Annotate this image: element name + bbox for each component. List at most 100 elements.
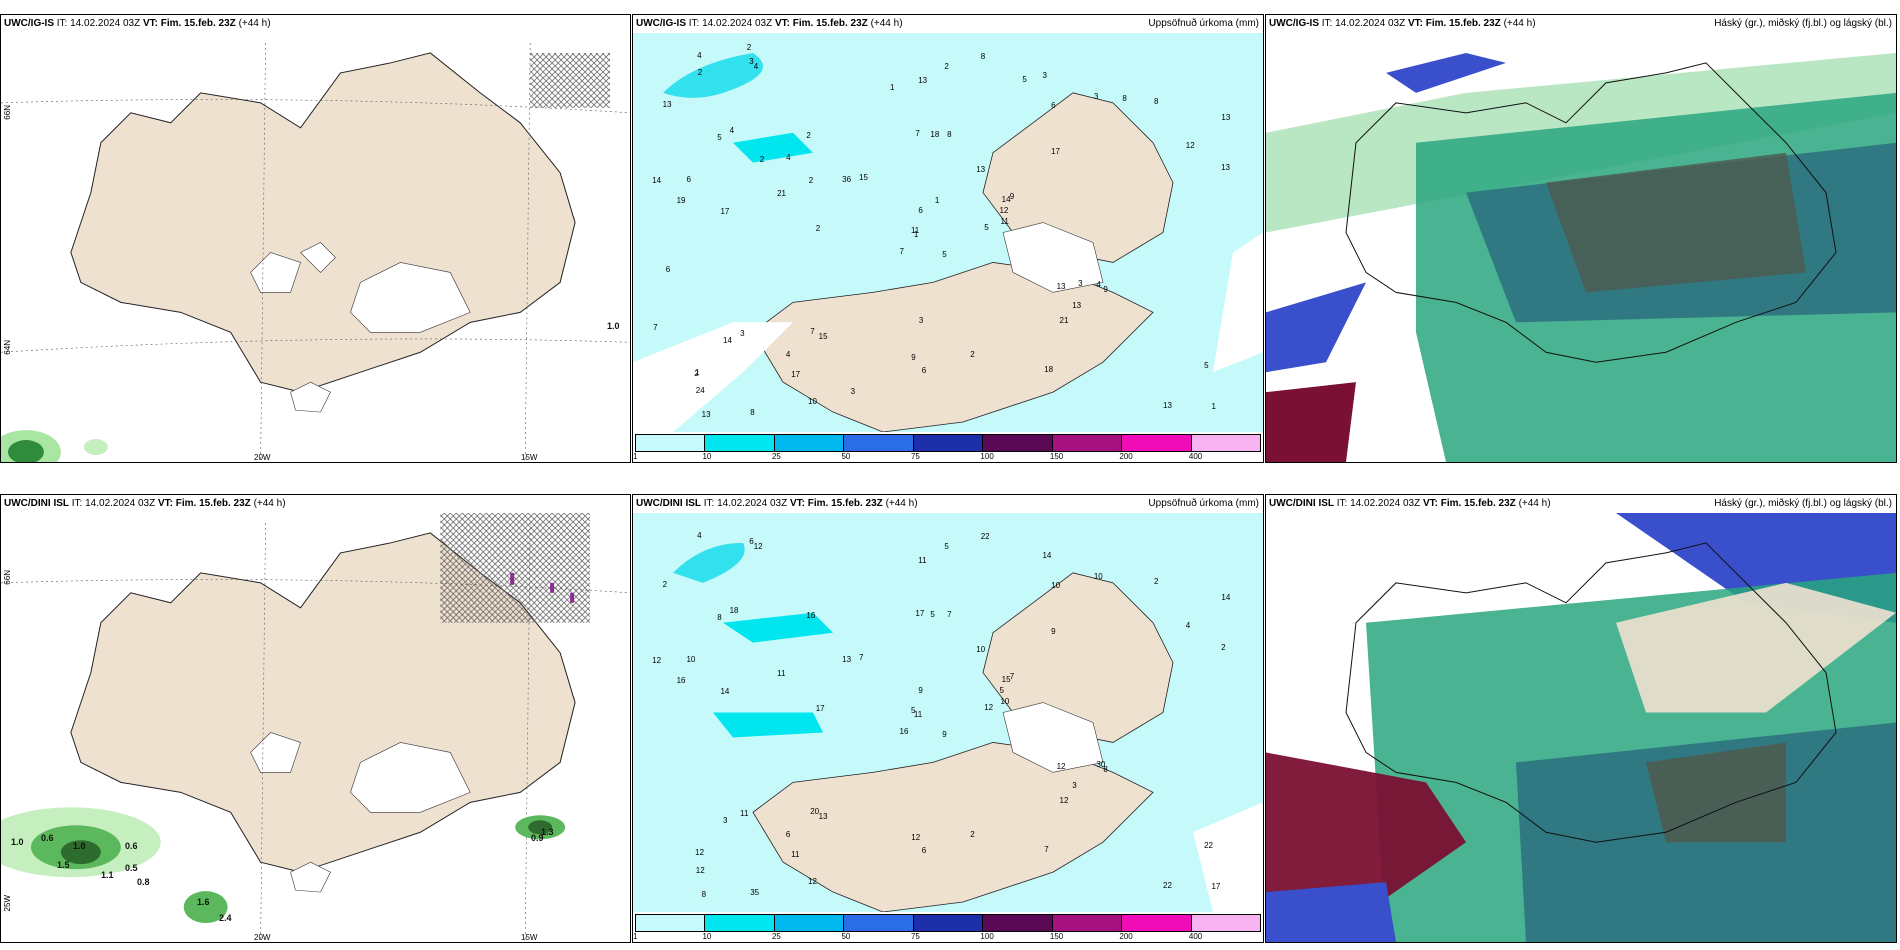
precip-value: 19: [676, 195, 686, 205]
legend-label: 50: [841, 452, 851, 461]
legend-swatch: [983, 435, 1053, 451]
precip-value: 13: [1221, 112, 1231, 122]
precip-value: 17: [791, 370, 801, 380]
precip-value: 1: [695, 368, 700, 378]
precip-value: 5: [984, 223, 989, 233]
wind-value: 1.0: [607, 321, 620, 331]
precip-value: 12: [652, 656, 662, 666]
hatch-area: [440, 513, 591, 623]
precip-band: [733, 132, 813, 163]
precip-value: 13: [842, 655, 852, 665]
legend-swatch: [705, 915, 775, 931]
precip-value: 16: [676, 675, 686, 685]
precip-value: 24: [695, 385, 705, 395]
legend-swatch: [1052, 435, 1123, 451]
dry-area: [1213, 232, 1263, 373]
precip-value: 16: [899, 726, 909, 736]
legend-label: 400: [1188, 932, 1203, 941]
precip-value: 13: [1072, 301, 1082, 311]
precip-value: 7: [810, 326, 815, 336]
precip-value: 8: [750, 407, 755, 417]
legend-label: 400: [1188, 452, 1203, 461]
precip-value: 8: [1153, 96, 1159, 106]
legend-swatch: [774, 435, 845, 451]
precip-value: 2: [808, 175, 814, 185]
panel-header: UWC/IG-IS IT: 14.02.2024 03Z VT: Fim. 15…: [636, 18, 903, 29]
precip-value: 4: [753, 61, 759, 71]
precip-value: 8: [1122, 93, 1127, 103]
legend-swatch: [1191, 435, 1260, 451]
legend-swatch: [636, 915, 706, 931]
precip-value: 11: [918, 556, 927, 566]
cloud-low-blue: [1386, 52, 1506, 93]
legend-swatch: [636, 435, 706, 451]
precip-value: 2: [970, 830, 975, 840]
precip-value: 14: [1042, 551, 1052, 561]
precip-value: 6: [785, 830, 791, 840]
precip-value: 6: [749, 536, 754, 546]
precip-value: 11: [777, 668, 786, 678]
coastline: [1345, 542, 1837, 843]
precip-value: 15: [818, 332, 828, 342]
precip-title: Uppsöfnuð úrkoma (mm): [1148, 18, 1259, 29]
precip-value: 6: [918, 205, 923, 215]
precip-value: 10: [1000, 696, 1010, 706]
legend-swatch: [774, 915, 845, 931]
precip-value: 9: [942, 730, 947, 740]
precip-value: 2: [944, 62, 949, 72]
legend-label: 10: [702, 452, 712, 461]
wind-value: 1.0: [73, 841, 86, 851]
precip-value: 17: [1211, 881, 1221, 891]
wind-map: [1, 33, 630, 462]
wind-value: 0.9: [531, 833, 544, 843]
cloud-low-blue: [1266, 282, 1366, 373]
legend-label: 100: [980, 932, 994, 941]
precip-value: 4: [1185, 620, 1191, 630]
dry-area: [633, 322, 793, 432]
cloud-title: Háský (gr.), miðský (fj.bl.) og lágský (…: [1714, 498, 1892, 509]
land-east: [982, 572, 1174, 743]
legend-label: 50: [841, 932, 851, 941]
precip-value: 7: [859, 652, 864, 662]
panel-header: UWC/DINI ISL IT: 14.02.2024 03Z VT: Fim.…: [1269, 498, 1551, 509]
precip-value: 3: [740, 328, 745, 338]
precip-value: 8: [701, 889, 707, 899]
legend-swatch: [1122, 435, 1192, 451]
legend-label: 150: [1049, 452, 1064, 461]
wind-value: 0.6: [41, 833, 54, 843]
panel-header: UWC/IG-IS IT: 14.02.2024 03Z VT: Fim. 15…: [1269, 18, 1536, 29]
legend-labels: 1 10 25 50 75 100 150 200 400: [633, 452, 1261, 462]
precip-value: 2: [662, 580, 668, 590]
precip-value: 11: [910, 226, 920, 236]
precip-value: 5: [1022, 74, 1027, 84]
precip-value: 9: [911, 353, 916, 363]
legend-label: 25: [771, 932, 781, 941]
lon-label: 20W: [254, 453, 271, 462]
wind-value: 1.1: [101, 870, 114, 880]
legend-label: 200: [1119, 452, 1133, 461]
graticule: [1, 522, 630, 942]
wind-value: 1.5: [57, 860, 70, 870]
precip-value: 22: [1204, 841, 1214, 851]
precip-value: 15: [859, 172, 868, 182]
precip-value: 5: [717, 133, 722, 143]
precip-value: 2: [694, 368, 699, 378]
cloud-low: [1646, 742, 1786, 843]
legend-label: 25: [771, 452, 781, 461]
precip-value: 12: [1056, 762, 1066, 772]
precip-value: 3: [1042, 71, 1047, 81]
precip-value: 14: [723, 336, 732, 346]
land-south: [752, 262, 1154, 432]
precip-value: 16: [806, 610, 816, 620]
precip-value: 2: [1221, 643, 1226, 653]
precip-value: 6: [686, 174, 691, 184]
precip-value: 7: [899, 246, 904, 256]
precip-map: [633, 513, 1263, 912]
precip-value: 13: [1221, 163, 1230, 173]
panel-header: UWC/DINI ISL IT: 14.02.2024 03Z VT: Fim.…: [636, 498, 918, 509]
cloud-low: [1546, 152, 1806, 293]
precip-value: 2: [815, 223, 821, 233]
legend-swatch: [1052, 915, 1123, 931]
precip-legend: 1 10 25 50 75 100 150 200 400: [633, 914, 1261, 941]
cloud-map: [1266, 513, 1896, 942]
